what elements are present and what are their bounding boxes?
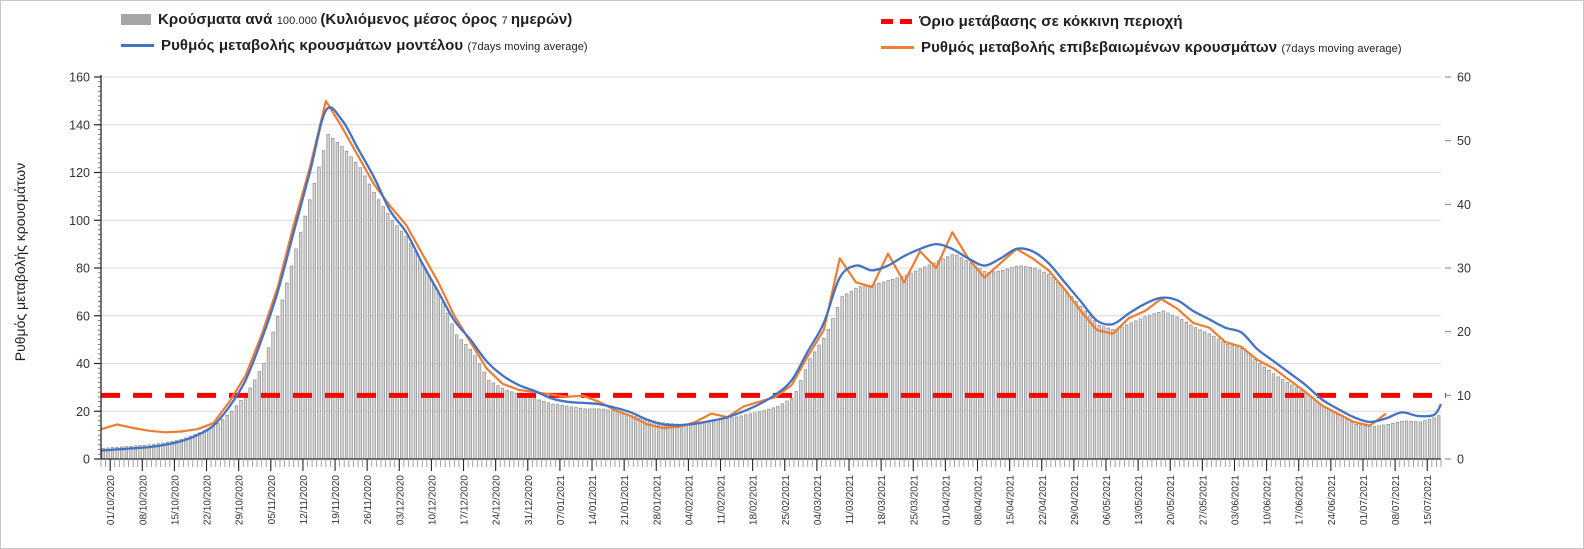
svg-text:13/05/2021: 13/05/2021 xyxy=(1134,475,1145,525)
svg-text:10: 10 xyxy=(1457,389,1471,403)
svg-text:60: 60 xyxy=(76,309,90,323)
red-dash-swatch-icon xyxy=(881,19,912,24)
gray-bar-swatch-icon xyxy=(121,14,151,25)
svg-text:24/06/2021: 24/06/2021 xyxy=(1327,475,1338,525)
svg-text:01/04/2021: 01/04/2021 xyxy=(941,475,952,525)
svg-text:15/10/2020: 15/10/2020 xyxy=(170,475,181,525)
svg-text:04/03/2021: 04/03/2021 xyxy=(813,475,824,525)
svg-text:0: 0 xyxy=(1457,453,1464,467)
svg-text:24/12/2020: 24/12/2020 xyxy=(492,475,503,525)
svg-text:26/11/2020: 26/11/2020 xyxy=(363,475,374,525)
svg-text:80: 80 xyxy=(76,262,90,276)
svg-text:100: 100 xyxy=(69,214,90,228)
svg-text:08/07/2021: 08/07/2021 xyxy=(1391,475,1402,525)
svg-text:08/04/2021: 08/04/2021 xyxy=(974,475,985,525)
svg-text:25/03/2021: 25/03/2021 xyxy=(909,475,920,525)
svg-text:07/01/2021: 07/01/2021 xyxy=(556,475,567,525)
svg-text:40: 40 xyxy=(1457,198,1471,212)
svg-text:17/12/2020: 17/12/2020 xyxy=(460,475,471,525)
legend-item-red-threshold: Όριο μετάβασης σε κόκκινη περιοχή xyxy=(881,13,1183,30)
svg-text:20: 20 xyxy=(76,405,90,419)
blue-line-swatch-icon xyxy=(121,44,154,47)
svg-text:08/10/2020: 08/10/2020 xyxy=(138,475,149,525)
svg-text:18/02/2021: 18/02/2021 xyxy=(749,475,760,525)
svg-text:17/06/2021: 17/06/2021 xyxy=(1295,475,1306,525)
svg-text:28/01/2021: 28/01/2021 xyxy=(652,475,663,525)
svg-text:19/11/2020: 19/11/2020 xyxy=(331,475,342,525)
svg-text:120: 120 xyxy=(69,166,90,180)
svg-text:21/01/2021: 21/01/2021 xyxy=(620,475,631,525)
svg-text:20/05/2021: 20/05/2021 xyxy=(1166,475,1177,525)
legend-label: Ρυθμός μεταβολής κρουσμάτων μοντέλου (7d… xyxy=(161,37,588,54)
svg-text:0: 0 xyxy=(83,453,90,467)
legend-item-model-rate: Ρυθμός μεταβολής κρουσμάτων μοντέλου (7d… xyxy=(121,37,588,54)
svg-text:01/07/2021: 01/07/2021 xyxy=(1359,475,1370,525)
svg-text:15/07/2021: 15/07/2021 xyxy=(1423,475,1434,525)
svg-text:20: 20 xyxy=(1457,325,1471,339)
svg-text:11/03/2021: 11/03/2021 xyxy=(845,475,856,525)
svg-text:12/11/2020: 12/11/2020 xyxy=(299,475,310,525)
legend-item-cases-per-100k: Κρούσματα ανά 100.000 (Κυλιόμενος μέσος … xyxy=(121,11,572,28)
svg-text:03/12/2020: 03/12/2020 xyxy=(395,475,406,525)
svg-text:60: 60 xyxy=(1457,71,1471,85)
legend-label: Ρυθμός μεταβολής επιβεβαιωμένων κρουσμάτ… xyxy=(921,39,1402,56)
svg-text:31/12/2020: 31/12/2020 xyxy=(524,475,535,525)
legend-label: Όριο μετάβασης σε κόκκινη περιοχή xyxy=(919,13,1183,30)
svg-text:50: 50 xyxy=(1457,134,1471,148)
svg-text:10/06/2021: 10/06/2021 xyxy=(1263,475,1274,525)
svg-text:03/06/2021: 03/06/2021 xyxy=(1230,475,1241,525)
svg-text:22/10/2020: 22/10/2020 xyxy=(203,475,214,525)
svg-text:18/03/2021: 18/03/2021 xyxy=(877,475,888,525)
svg-text:11/02/2021: 11/02/2021 xyxy=(717,475,728,525)
orange-line-swatch-icon xyxy=(881,46,914,49)
svg-text:25/02/2021: 25/02/2021 xyxy=(781,475,792,525)
svg-text:29/04/2021: 29/04/2021 xyxy=(1070,475,1081,525)
svg-text:10/12/2020: 10/12/2020 xyxy=(427,475,438,525)
svg-text:06/05/2021: 06/05/2021 xyxy=(1102,475,1113,525)
svg-text:140: 140 xyxy=(69,118,90,132)
svg-text:05/11/2020: 05/11/2020 xyxy=(267,475,278,525)
svg-text:27/05/2021: 27/05/2021 xyxy=(1198,475,1209,525)
svg-text:160: 160 xyxy=(69,71,90,85)
y-axis-title: Ρυθμός μεταβολής κρουσμάτων xyxy=(12,162,28,362)
svg-text:30: 30 xyxy=(1457,262,1471,276)
svg-text:40: 40 xyxy=(76,357,90,371)
svg-text:22/04/2021: 22/04/2021 xyxy=(1038,475,1049,525)
svg-text:01/10/2020: 01/10/2020 xyxy=(106,475,117,525)
svg-text:04/02/2021: 04/02/2021 xyxy=(684,475,695,525)
legend-item-confirmed-rate: Ρυθμός μεταβολής επιβεβαιωμένων κρουσμάτ… xyxy=(881,39,1402,56)
svg-text:29/10/2020: 29/10/2020 xyxy=(235,475,246,525)
svg-text:14/01/2021: 14/01/2021 xyxy=(588,475,599,525)
legend-label: Κρούσματα ανά 100.000 (Κυλιόμενος μέσος … xyxy=(158,11,573,28)
svg-text:15/04/2021: 15/04/2021 xyxy=(1006,475,1017,525)
